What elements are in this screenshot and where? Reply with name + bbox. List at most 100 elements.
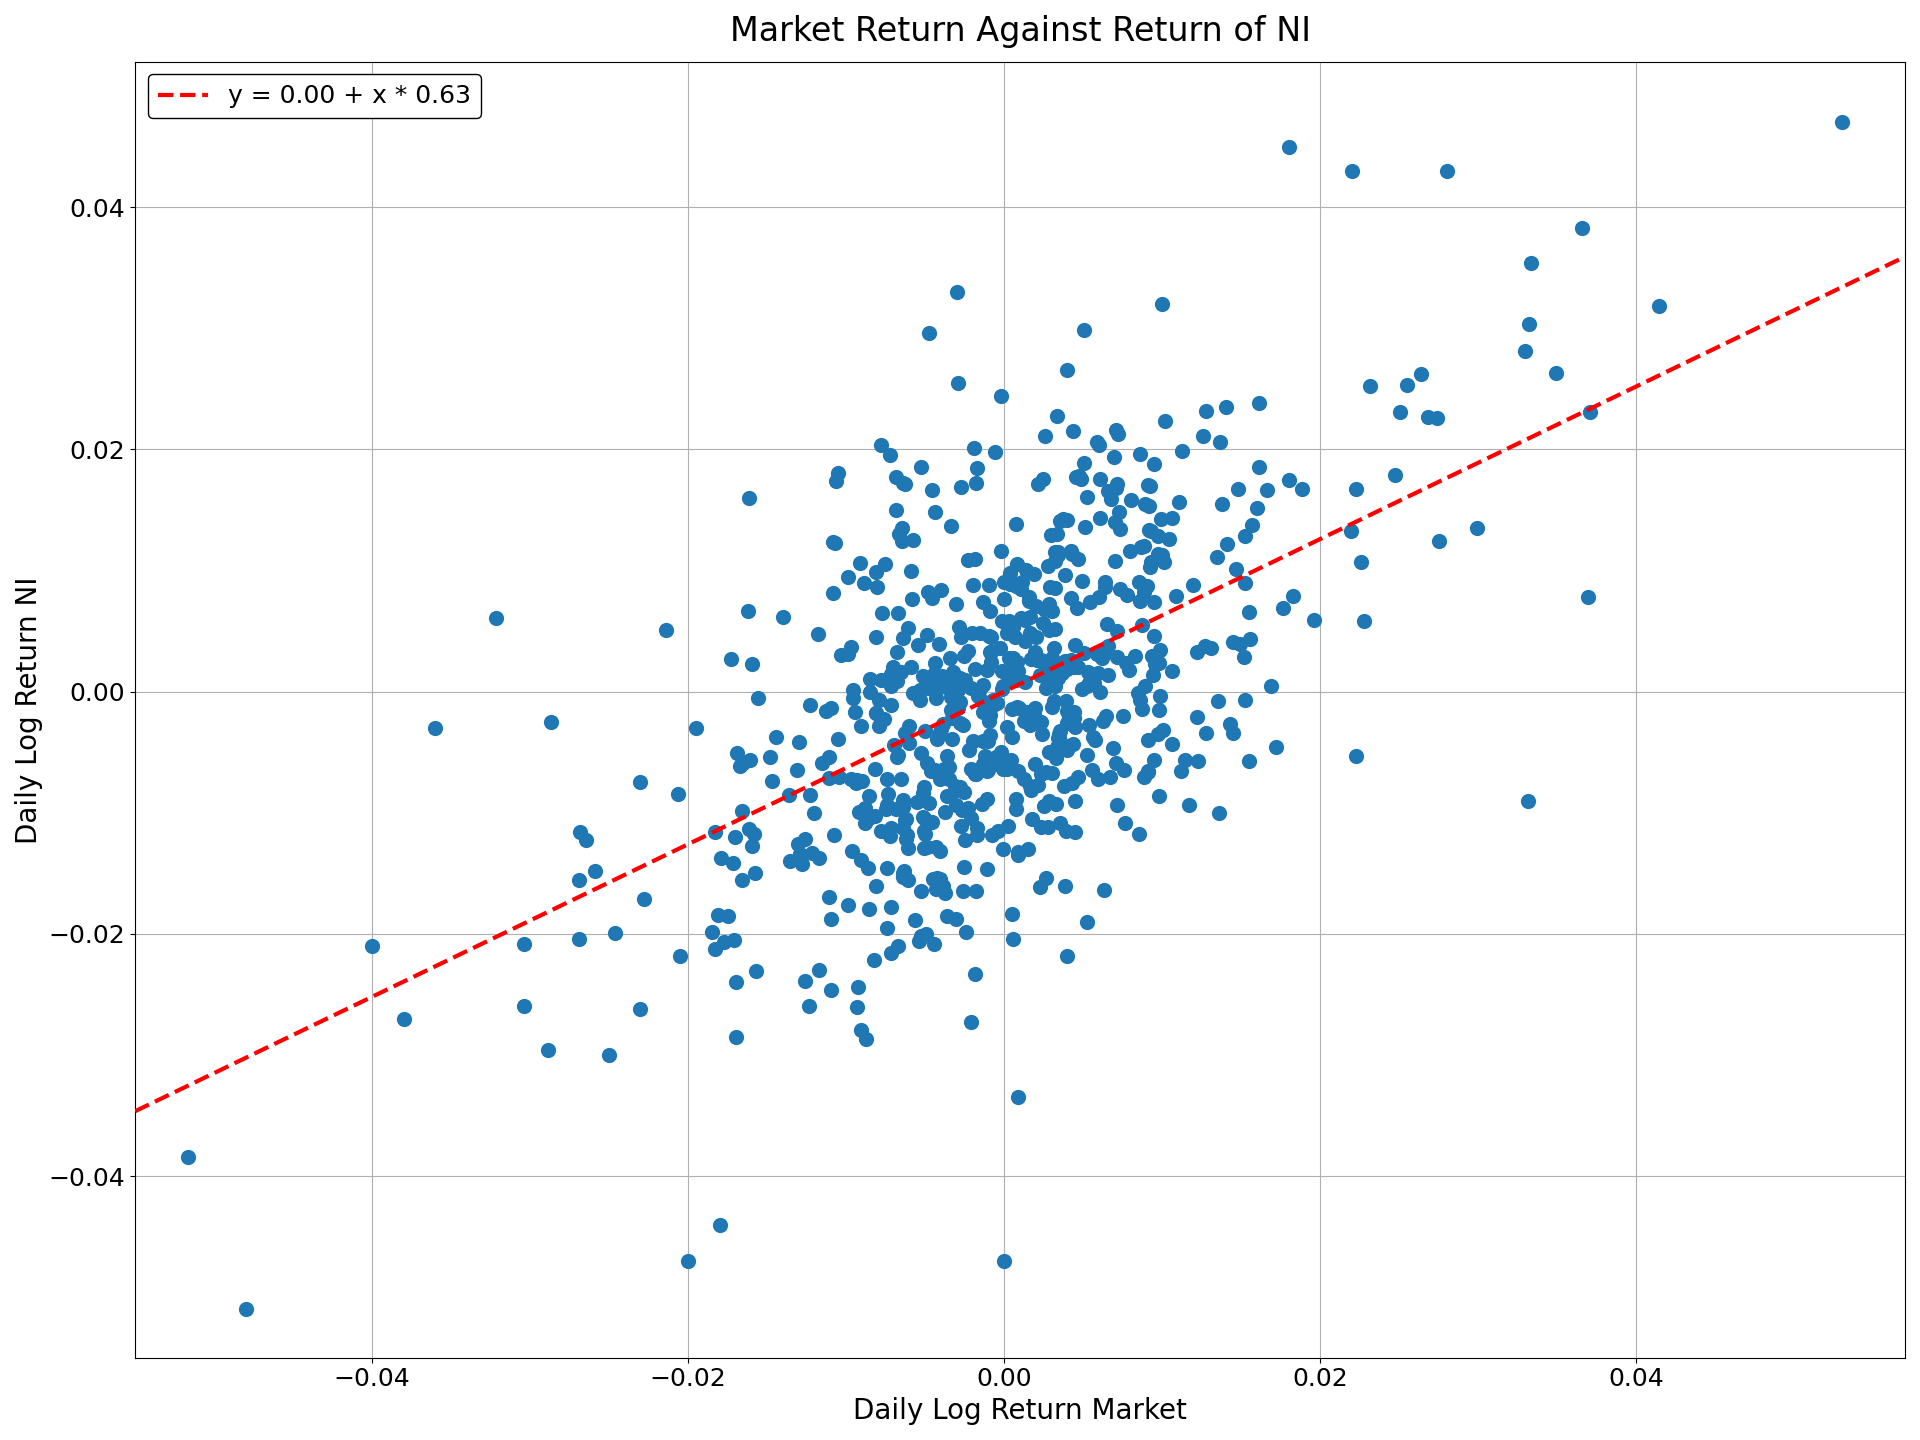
Point: [1002, 760, 1033, 783]
Point: [1574, 400, 1605, 423]
Point: [1039, 576, 1069, 599]
Point: [968, 674, 998, 697]
Point: [737, 835, 768, 858]
Point: [1116, 540, 1146, 563]
Point: [1217, 721, 1248, 744]
Point: [1064, 655, 1094, 678]
Y-axis label: Daily Log Return NI: Daily Log Return NI: [15, 576, 42, 844]
Point: [1066, 468, 1096, 491]
Point: [941, 779, 972, 802]
Point: [1050, 690, 1081, 713]
Point: [1102, 472, 1133, 495]
Point: [960, 658, 991, 681]
Point: [889, 721, 920, 744]
Point: [726, 868, 756, 891]
Point: [948, 645, 979, 668]
Point: [845, 848, 876, 871]
Point: [1096, 488, 1127, 511]
Point: [724, 755, 755, 778]
Point: [1008, 768, 1039, 791]
Point: [987, 678, 1018, 701]
Point: [820, 531, 851, 554]
Point: [931, 675, 962, 698]
Point: [1513, 312, 1544, 336]
Point: [697, 920, 728, 943]
Point: [787, 852, 818, 876]
Point: [1146, 507, 1177, 530]
Point: [989, 588, 1020, 611]
Point: [1221, 557, 1252, 580]
Point: [1092, 635, 1123, 658]
Point: [1085, 680, 1116, 703]
Point: [716, 648, 747, 671]
Point: [1037, 647, 1068, 670]
Point: [872, 768, 902, 791]
Point: [1094, 765, 1125, 788]
Point: [860, 625, 891, 648]
Point: [1033, 592, 1064, 615]
Point: [876, 896, 906, 919]
Point: [916, 586, 947, 609]
Point: [1064, 766, 1094, 789]
Point: [1244, 392, 1275, 415]
Point: [906, 742, 937, 765]
Point: [1048, 507, 1079, 530]
Point: [1014, 586, 1044, 609]
Point: [803, 958, 833, 981]
Point: [1286, 477, 1317, 500]
Point: [1043, 667, 1073, 690]
Point: [741, 959, 772, 982]
Point: [1029, 425, 1060, 448]
Point: [925, 720, 956, 743]
Point: [1025, 664, 1056, 687]
Point: [847, 714, 877, 737]
Point: [985, 539, 1016, 562]
Point: [816, 907, 847, 930]
Point: [891, 824, 922, 847]
Point: [981, 746, 1012, 769]
Point: [906, 924, 937, 948]
Point: [799, 802, 829, 825]
Point: [1233, 600, 1263, 624]
Point: [968, 700, 998, 723]
Point: [935, 514, 966, 537]
Point: [1031, 867, 1062, 890]
Point: [876, 825, 906, 848]
Point: [906, 878, 937, 901]
Point: [1035, 618, 1066, 641]
Point: [1188, 425, 1219, 448]
Point: [1056, 772, 1087, 795]
Point: [945, 711, 975, 734]
Point: [968, 757, 998, 780]
Point: [973, 624, 1004, 647]
Point: [1006, 577, 1037, 600]
Point: [1079, 729, 1110, 752]
Point: [1044, 730, 1075, 753]
Point: [1119, 644, 1150, 667]
Point: [887, 865, 918, 888]
Point: [1131, 575, 1162, 598]
Point: [973, 641, 1004, 664]
Point: [756, 769, 787, 792]
Point: [1002, 844, 1033, 867]
Point: [920, 759, 950, 782]
Point: [899, 909, 929, 932]
Point: [956, 622, 987, 645]
Point: [948, 880, 979, 903]
Point: [1340, 744, 1371, 768]
Point: [1108, 704, 1139, 727]
Point: [1006, 570, 1037, 593]
Point: [933, 756, 964, 779]
Point: [881, 670, 912, 693]
Point: [908, 665, 939, 688]
Point: [1183, 706, 1213, 729]
Point: [536, 711, 566, 734]
Point: [1139, 652, 1169, 675]
Point: [795, 783, 826, 806]
Point: [1021, 472, 1052, 495]
Point: [985, 636, 1016, 660]
Point: [897, 528, 927, 552]
Point: [1100, 419, 1131, 442]
Point: [1037, 524, 1068, 547]
Point: [960, 962, 991, 985]
